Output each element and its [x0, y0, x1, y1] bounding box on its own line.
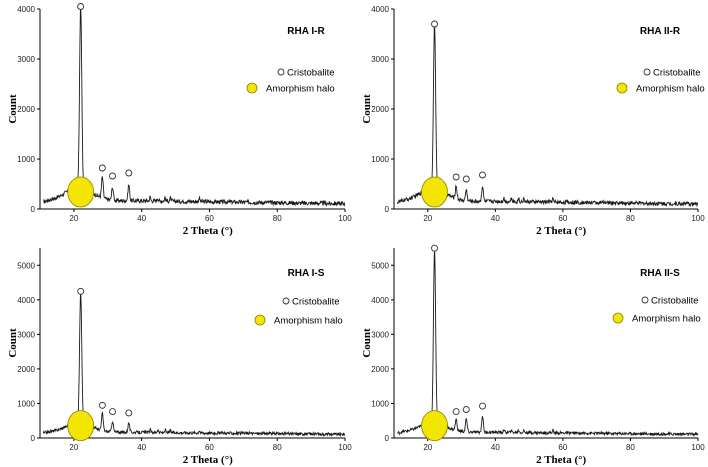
panel-title: RHA II-S	[640, 268, 680, 279]
x-axis-title: 2 Theta (°)	[183, 225, 233, 237]
panel-2: 0 1000 2000 3000 4000 20 40 60 80 100 2 Theta (°) C…	[361, 5, 705, 237]
legend-cristobalite-symbol	[277, 68, 285, 76]
y-tick-label: 3000	[371, 55, 389, 64]
x-axis-title: 2 Theta (°)	[183, 454, 233, 466]
x-tick-label: 60	[558, 443, 567, 452]
x-tick-label: 80	[626, 443, 635, 452]
y-tick-label: 2000	[17, 365, 35, 374]
cristobalite-peak-marker	[98, 401, 106, 409]
x-tick-label: 100	[338, 214, 352, 223]
amorphous-halo-marker	[67, 410, 95, 442]
panel-3: 0 1000 2000 3000 4000 5000 20 40 60 80 100 2 Theta …	[7, 248, 352, 466]
amorphous-halo-marker	[67, 176, 95, 208]
y-tick-label: 3000	[371, 330, 389, 339]
y-axis-title: Count	[7, 328, 19, 358]
xrd-pattern-line	[396, 25, 699, 208]
x-tick-label: 40	[491, 214, 500, 223]
y-tick-label: 4000	[371, 296, 389, 305]
y-tick-label: 4000	[371, 5, 389, 14]
x-tick-label: 40	[137, 214, 146, 223]
amorphous-halo-marker	[421, 176, 448, 208]
legend-halo-label: Amorphism halo	[274, 316, 343, 327]
y-tick-label: 5000	[371, 261, 389, 270]
y-tick-label: 3000	[17, 330, 35, 339]
cristobalite-peak-marker	[452, 408, 460, 416]
x-tick-label: 40	[137, 443, 146, 452]
legend-halo-label: Amorphism halo	[632, 314, 701, 325]
y-axis-title: Count	[361, 328, 373, 358]
cristobalite-peak-marker	[125, 169, 133, 177]
panel-title: RHA I-R	[287, 26, 325, 37]
x-tick-label: 80	[273, 443, 282, 452]
y-tick-label: 2000	[17, 105, 35, 114]
x-tick-label: 60	[205, 214, 214, 223]
x-tick-label: 80	[273, 214, 282, 223]
cristobalite-peak-marker	[77, 287, 85, 295]
x-tick-label: 100	[338, 443, 352, 452]
y-tick-label: 3000	[17, 55, 35, 64]
x-tick-label: 80	[626, 214, 635, 223]
x-tick-label: 100	[691, 214, 705, 223]
x-tick-label: 40	[491, 443, 500, 452]
legend-cristobalite-label: Cristobalite	[292, 297, 340, 308]
y-tick-label: 2000	[371, 105, 389, 114]
cristobalite-peak-marker	[125, 409, 133, 417]
x-tick-label: 20	[69, 443, 78, 452]
y-tick-label: 4000	[17, 296, 35, 305]
y-tick-label: 1000	[371, 399, 389, 408]
x-axis-title: 2 Theta (°)	[536, 454, 586, 466]
x-tick-label: 20	[423, 443, 432, 452]
cristobalite-peak-marker	[431, 20, 438, 28]
y-tick-label: 1000	[17, 155, 35, 164]
cristobalite-peak-marker	[109, 408, 116, 416]
legend-cristobalite-label: Cristobalite	[651, 296, 699, 307]
legend-cristobalite-symbol	[282, 297, 290, 305]
legend-cristobalite-label: Cristobalite	[287, 68, 335, 79]
legend-cristobalite-label: Cristobalite	[653, 68, 701, 79]
cristobalite-peak-marker	[109, 172, 116, 180]
panel-title: RHA I-S	[288, 268, 325, 279]
legend-halo-symbol	[254, 314, 266, 326]
x-tick-label: 100	[691, 443, 705, 452]
y-tick-label: 1000	[371, 155, 389, 164]
y-axis-title: Count	[361, 94, 373, 124]
y-tick-label: 0	[31, 434, 36, 443]
cristobalite-peak-marker	[462, 406, 470, 413]
cristobalite-peak-marker	[479, 171, 486, 179]
y-tick-label: 2000	[371, 365, 389, 374]
x-tick-label: 60	[558, 214, 567, 223]
y-tick-label: 0	[31, 205, 36, 214]
x-axis-title: 2 Theta (°)	[536, 225, 586, 237]
legend-halo-label: Amorphism halo	[636, 84, 705, 95]
panel-title: RHA II-R	[640, 26, 681, 37]
cristobalite-peak-marker	[77, 3, 85, 10]
cristobalite-peak-marker	[479, 402, 486, 410]
cristobalite-peak-marker	[431, 244, 438, 252]
cristobalite-peak-marker	[98, 164, 106, 172]
y-axis-title: Count	[7, 94, 19, 124]
panel-4: 0 1000 2000 3000 4000 5000 20 40 60 80 100 2 Theta …	[361, 244, 705, 466]
legend-halo-label: Amorphism halo	[266, 84, 335, 95]
legend-halo-symbol	[246, 82, 258, 94]
y-tick-label: 0	[385, 434, 390, 443]
xrd-pattern-line	[43, 8, 346, 207]
y-tick-label: 0	[385, 205, 390, 214]
legend-cristobalite-symbol	[643, 68, 651, 76]
x-tick-label: 20	[69, 214, 78, 223]
y-tick-label: 1000	[17, 399, 35, 408]
cristobalite-peak-marker	[462, 175, 470, 183]
cristobalite-peak-marker	[452, 173, 460, 181]
panel-1: 0 1000 2000 3000 4000 20 40 60 80 100 2 Theta (°) C…	[7, 3, 352, 237]
legend-cristobalite-symbol	[641, 296, 649, 304]
legend-halo-symbol	[616, 82, 628, 94]
x-tick-label: 60	[205, 443, 214, 452]
x-tick-label: 20	[423, 214, 432, 223]
y-tick-label: 4000	[17, 5, 35, 14]
y-tick-label: 5000	[17, 261, 35, 270]
amorphous-halo-marker	[421, 410, 448, 442]
legend-halo-symbol	[612, 312, 624, 324]
